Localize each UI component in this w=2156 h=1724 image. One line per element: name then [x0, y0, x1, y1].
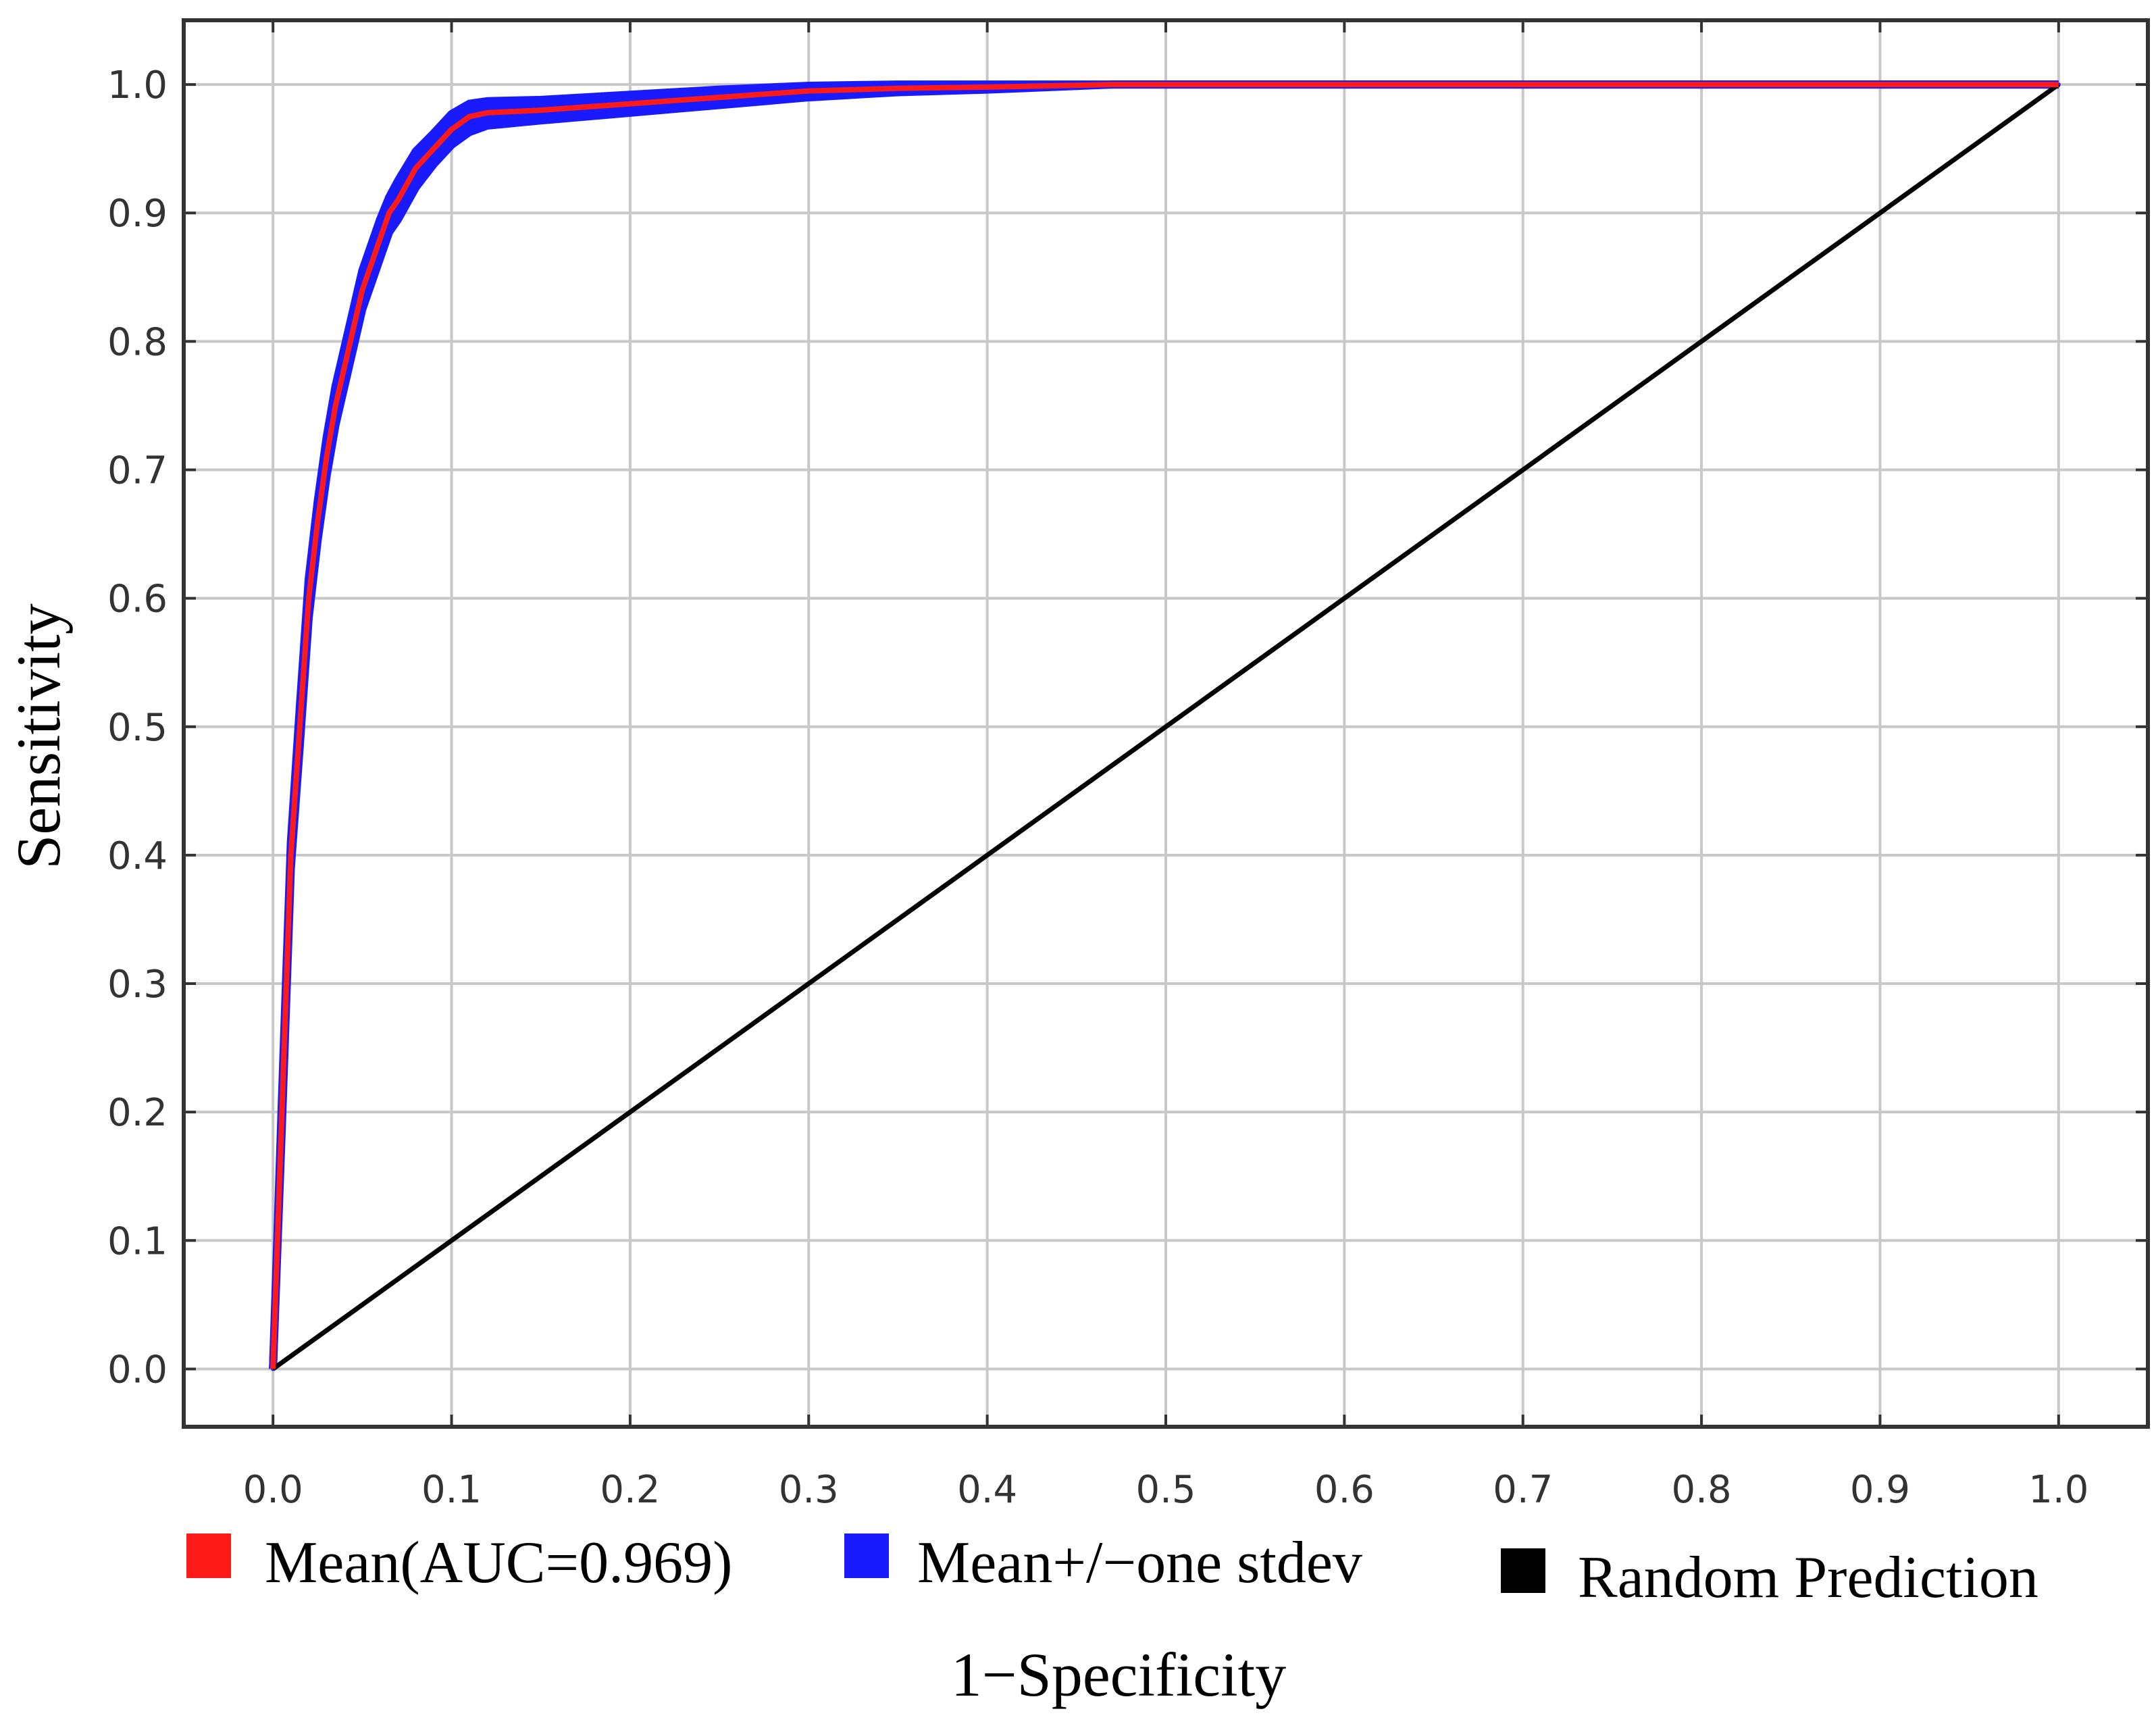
y-tick-label: 0.4 [107, 834, 168, 878]
x-tick-label: 0.7 [1493, 1468, 1553, 1512]
x-tick-label: 0.3 [779, 1468, 839, 1512]
y-axis-ticks: 0.0 0.1 0.2 0.3 0.4 0.5 0.6 0.7 0.8 0.9 1.0 [107, 64, 2148, 1392]
random-prediction-line [272, 82, 2060, 1371]
y-tick-label: 0.6 [107, 578, 168, 622]
legend-label: Mean(AUC=0.969) [265, 1530, 732, 1596]
x-tick-label: 0.6 [1314, 1468, 1375, 1512]
y-tick-label: 0.0 [107, 1348, 168, 1392]
y-tick-label: 0.9 [107, 192, 168, 236]
x-tick-label: 1.0 [2028, 1468, 2088, 1512]
y-tick-label: 0.8 [107, 320, 168, 364]
legend: Mean(AUC=0.969) Mean+/−one stdev Random Pr… [186, 1530, 2038, 1611]
legend-label: Random Prediction [1578, 1545, 2038, 1611]
x-tick-label: 0.5 [1135, 1468, 1196, 1512]
legend-label: Mean+/−one stdev [917, 1530, 1362, 1596]
y-tick-label: 0.7 [107, 449, 168, 492]
y-tick-label: 0.3 [107, 963, 168, 1007]
x-tick-label: 0.9 [1850, 1468, 1910, 1512]
x-axis-ticks: 0.0 0.1 0.2 0.3 0.4 0.5 0.6 0.7 0.8 0.9 1.0 [243, 20, 2088, 1512]
x-tick-label: 0.1 [421, 1468, 482, 1512]
x-tick-label: 0.4 [957, 1468, 1017, 1512]
y-tick-label: 0.5 [107, 706, 168, 750]
y-tick-label: 0.2 [107, 1091, 168, 1135]
series-lines [270, 82, 2060, 1371]
y-tick-label: 1.0 [107, 64, 168, 107]
legend-swatch [1501, 1548, 1545, 1593]
x-axis-title: 1−Specificity [951, 1640, 1286, 1709]
legend-swatch [186, 1533, 231, 1578]
mean-roc-line [270, 82, 2059, 1369]
y-axis-title: Sensitivity [4, 603, 73, 869]
x-tick-label: 0.8 [1672, 1468, 1732, 1512]
y-tick-label: 0.1 [107, 1219, 168, 1263]
legend-swatch [844, 1533, 889, 1578]
x-tick-label: 0.0 [243, 1468, 303, 1512]
x-tick-label: 0.2 [600, 1468, 660, 1512]
